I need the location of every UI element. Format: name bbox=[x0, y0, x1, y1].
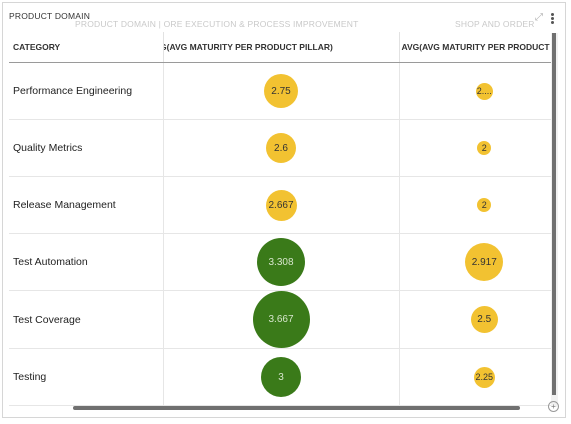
avg-maturity-product-cell: 2 bbox=[398, 176, 551, 234]
avg-maturity-pillar-bubble[interactable]: 2.75 bbox=[264, 74, 298, 108]
avg-maturity-product-bubble[interactable]: 2.5 bbox=[470, 306, 498, 333]
more-options-icon[interactable] bbox=[550, 13, 556, 25]
avg-maturity-product-bubble[interactable]: 2.25 bbox=[473, 366, 495, 388]
avg-maturity-product-cell: 2.25 bbox=[398, 348, 551, 406]
avg-maturity-pillar-bubble[interactable]: 2.667 bbox=[265, 189, 297, 221]
category-cell: Test Coverage bbox=[9, 290, 163, 349]
avg-maturity-product-cell: 2.... bbox=[398, 62, 551, 120]
avg-maturity-product-bubble[interactable]: 2.917 bbox=[465, 243, 504, 281]
avg-maturity-product-bubble[interactable]: 2 bbox=[477, 141, 492, 155]
table-row[interactable]: Performance Engineering 2.75 2.... bbox=[9, 62, 551, 120]
avg-maturity-pillar-cell: 3.667 bbox=[162, 290, 399, 349]
avg-maturity-pillar-cell: 2.667 bbox=[162, 176, 399, 234]
table-row[interactable]: Test Coverage 3.667 2.5 bbox=[9, 290, 551, 349]
avg-maturity-product-cell: 2.917 bbox=[398, 233, 551, 291]
avg-maturity-pillar-bubble[interactable]: 2.6 bbox=[266, 133, 296, 163]
category-cell: Performance Engineering bbox=[9, 62, 163, 120]
header-avg-maturity-product[interactable]: AVG(AVG MATURITY PER PRODUCT bbox=[398, 32, 551, 63]
avg-maturity-pillar-bubble[interactable]: 3 bbox=[261, 357, 301, 397]
category-cell: Test Automation bbox=[9, 233, 163, 291]
table-row[interactable]: Release Management 2.667 2 bbox=[9, 176, 551, 234]
header-avg-maturity-pillar[interactable]: ↓G(AVG MATURITY PER PRODUCT PILLAR) bbox=[162, 32, 399, 63]
avg-maturity-product-bubble[interactable]: 2.... bbox=[475, 82, 493, 100]
data-table: CATEGORY ↓G(AVG MATURITY PER PRODUCT PIL… bbox=[9, 32, 551, 406]
vertical-scrollbar[interactable] bbox=[552, 33, 556, 395]
table-row[interactable]: Quality Metrics 2.6 2 bbox=[9, 119, 551, 177]
product-domain-panel: PRODUCT DOMAIN PRODUCT DOMAIN | ORE EXEC… bbox=[2, 2, 566, 418]
category-cell: Release Management bbox=[9, 176, 163, 234]
avg-maturity-pillar-cell: 2.6 bbox=[162, 119, 399, 177]
table-header-row: CATEGORY ↓G(AVG MATURITY PER PRODUCT PIL… bbox=[9, 32, 551, 63]
avg-maturity-product-cell: 2.5 bbox=[398, 290, 551, 349]
ghost-right-label: SHOP AND ORDER bbox=[455, 19, 535, 29]
avg-maturity-pillar-cell: 3.308 bbox=[162, 233, 399, 291]
avg-maturity-pillar-bubble[interactable]: 3.667 bbox=[252, 291, 310, 348]
expand-icon[interactable]: ⤢ bbox=[535, 12, 543, 23]
category-cell: Quality Metrics bbox=[9, 119, 163, 177]
panel-title: PRODUCT DOMAIN bbox=[9, 11, 91, 21]
header-avg-maturity-pillar-label: G(AVG MATURITY PER PRODUCT PILLAR) bbox=[163, 42, 333, 52]
avg-maturity-product-cell: 2 bbox=[398, 119, 551, 177]
table-row[interactable]: Testing 3 2.25 bbox=[9, 348, 551, 406]
ghost-breadcrumb: PRODUCT DOMAIN | ORE EXECUTION & PROCESS… bbox=[75, 19, 359, 29]
horizontal-scrollbar[interactable] bbox=[73, 406, 520, 410]
header-category[interactable]: CATEGORY bbox=[9, 32, 163, 63]
avg-maturity-product-bubble[interactable]: 2 bbox=[477, 198, 492, 212]
avg-maturity-pillar-bubble[interactable]: 3.308 bbox=[257, 238, 305, 286]
table-row[interactable]: Test Automation 3.308 2.917 bbox=[9, 233, 551, 291]
add-icon[interactable]: + bbox=[548, 401, 559, 412]
avg-maturity-pillar-cell: 2.75 bbox=[162, 62, 399, 120]
avg-maturity-pillar-cell: 3 bbox=[162, 348, 399, 406]
category-cell: Testing bbox=[9, 348, 163, 406]
